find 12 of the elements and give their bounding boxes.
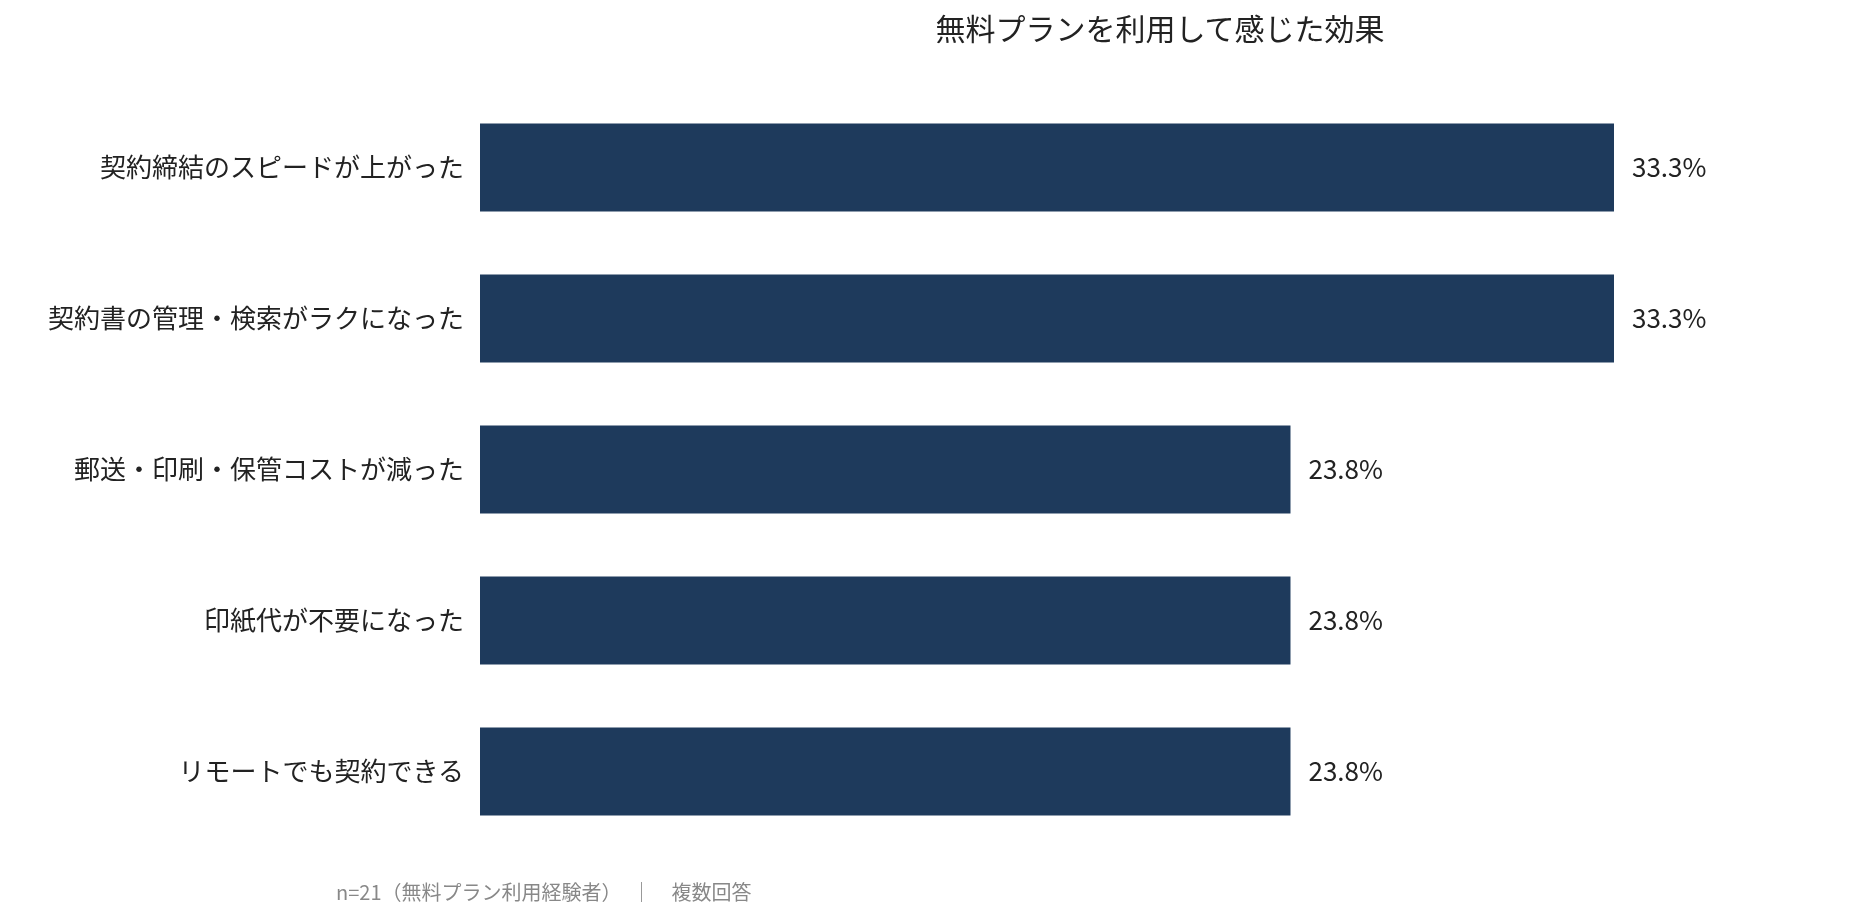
data-label: 33.3% bbox=[1632, 297, 1707, 335]
data-label: 33.3% bbox=[1632, 146, 1707, 184]
y-tick-label: リモートでも契約できる bbox=[178, 750, 464, 788]
y-tick-label: 契約締結のスピードが上がった bbox=[99, 146, 464, 184]
y-tick-label: 印紙代が不要になった bbox=[203, 599, 464, 637]
y-tick-label: 郵送・印刷・保管コストが減った bbox=[73, 448, 464, 486]
text: n=21（無料プラン利用経験者） ｜ 複数回答 bbox=[336, 877, 752, 906]
data-label: 23.8% bbox=[1308, 448, 1383, 486]
y-tick-label: 契約書の管理・検索がラクになった bbox=[47, 297, 464, 335]
chart-title: 無料プランを利用して感じた効果 bbox=[935, 5, 1385, 49]
data-label: 23.8% bbox=[1308, 599, 1383, 637]
data-label: 23.8% bbox=[1308, 750, 1383, 788]
